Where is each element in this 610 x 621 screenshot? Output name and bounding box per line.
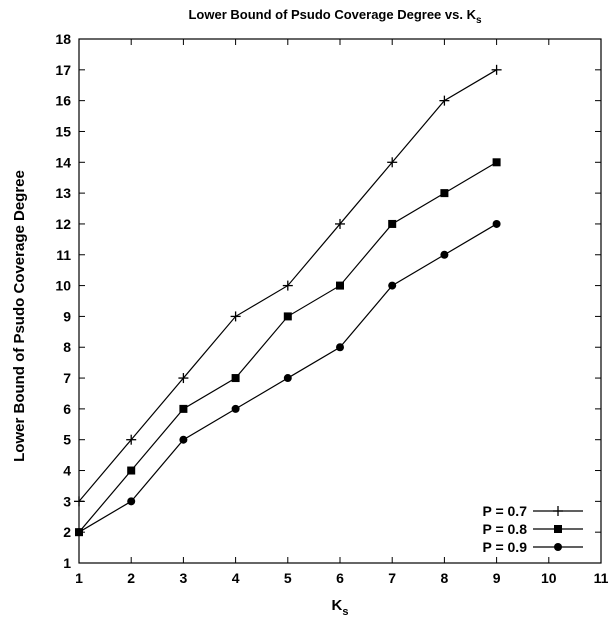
data-point-plus <box>491 64 502 75</box>
y-tick-label: 13 <box>55 185 71 201</box>
x-axis: 1 2 3 4 5 6 7 8 9 10 11 <box>75 39 609 586</box>
x-tick-label: 7 <box>388 570 396 586</box>
legend-item: P = 0.8 <box>482 521 583 537</box>
x-tick-label: 8 <box>441 570 449 586</box>
data-point-plus <box>282 280 293 291</box>
data-point-circle <box>75 528 83 537</box>
x-tick-label: 3 <box>180 570 188 586</box>
series-line <box>78 161 497 533</box>
x-tick-label: 9 <box>493 570 501 586</box>
data-point-plus <box>335 218 345 229</box>
y-tick-label: 7 <box>63 370 71 386</box>
y-tick-label: 12 <box>55 216 71 232</box>
y-tick-label: 17 <box>55 62 71 78</box>
data-point-plus <box>178 373 189 384</box>
data-point-square <box>554 525 562 533</box>
x-axis-label: Ks <box>332 597 349 618</box>
series-2 <box>75 158 501 537</box>
legend-item: P = 0.9 <box>482 539 583 555</box>
data-point-circle <box>388 281 397 290</box>
data-point-plus <box>126 434 137 445</box>
x-tick-label: 1 <box>75 570 83 586</box>
x-tick-label: 10 <box>541 570 557 586</box>
data-point-circle <box>554 543 562 551</box>
data-point-square <box>127 466 136 475</box>
legend-item: P = 0.7 <box>482 503 583 519</box>
y-axis-label: Lower Bound of Psudo Coverage Degree <box>11 170 28 462</box>
data-point-plus <box>439 95 450 106</box>
y-tick-label: 9 <box>63 308 71 324</box>
data-point-circle <box>127 497 136 506</box>
data-point-circle <box>231 404 240 413</box>
data-point-circle <box>179 435 188 444</box>
plot-area <box>78 38 602 564</box>
y-tick-label: 4 <box>63 463 71 479</box>
data-point-square <box>440 189 449 198</box>
data-point-circle <box>492 219 501 228</box>
data-point-square <box>179 404 188 413</box>
x-tick-label: 11 <box>594 570 609 586</box>
data-point-circle <box>440 250 449 259</box>
y-tick-label: 5 <box>63 432 71 448</box>
legend: P = 0.7 P = 0.8 P = 0.9 <box>482 503 583 555</box>
data-point-plus <box>74 496 84 507</box>
y-tick-label: 11 <box>56 247 71 263</box>
data-point-circle <box>283 374 292 383</box>
series-layer <box>74 64 502 537</box>
y-tick-label: 14 <box>55 154 71 170</box>
legend-label: P = 0.7 <box>482 503 527 519</box>
y-tick-label: 15 <box>55 123 71 139</box>
data-point-plus <box>230 311 241 322</box>
series-3 <box>75 219 501 537</box>
y-tick-label: 16 <box>55 93 71 109</box>
y-tick-label: 2 <box>63 524 71 540</box>
x-tick-label: 5 <box>284 570 292 586</box>
legend-label: P = 0.9 <box>482 539 527 555</box>
x-tick-label: 2 <box>127 570 135 586</box>
data-point-square <box>492 158 501 167</box>
data-point-square <box>336 281 344 290</box>
x-tick-label: 4 <box>232 570 240 586</box>
data-point-square <box>283 312 292 321</box>
legend-label: P = 0.8 <box>482 521 527 537</box>
y-tick-label: 3 <box>63 493 71 509</box>
y-tick-label: 10 <box>55 278 71 294</box>
y-tick-label: 8 <box>63 339 71 355</box>
plot-border <box>78 38 602 564</box>
data-point-circle <box>336 343 344 352</box>
data-point-square <box>388 219 397 228</box>
data-point-plus <box>553 506 563 516</box>
y-tick-label: 6 <box>63 401 71 417</box>
x-tick-label: 6 <box>336 570 344 586</box>
chart-title: Lower Bound of Psudo Coverage Degree vs.… <box>188 7 482 26</box>
y-tick-label: 1 <box>63 555 71 571</box>
data-point-square <box>231 374 240 383</box>
series-1 <box>74 64 502 507</box>
y-tick-label: 18 <box>55 31 71 47</box>
data-point-plus <box>387 157 398 168</box>
